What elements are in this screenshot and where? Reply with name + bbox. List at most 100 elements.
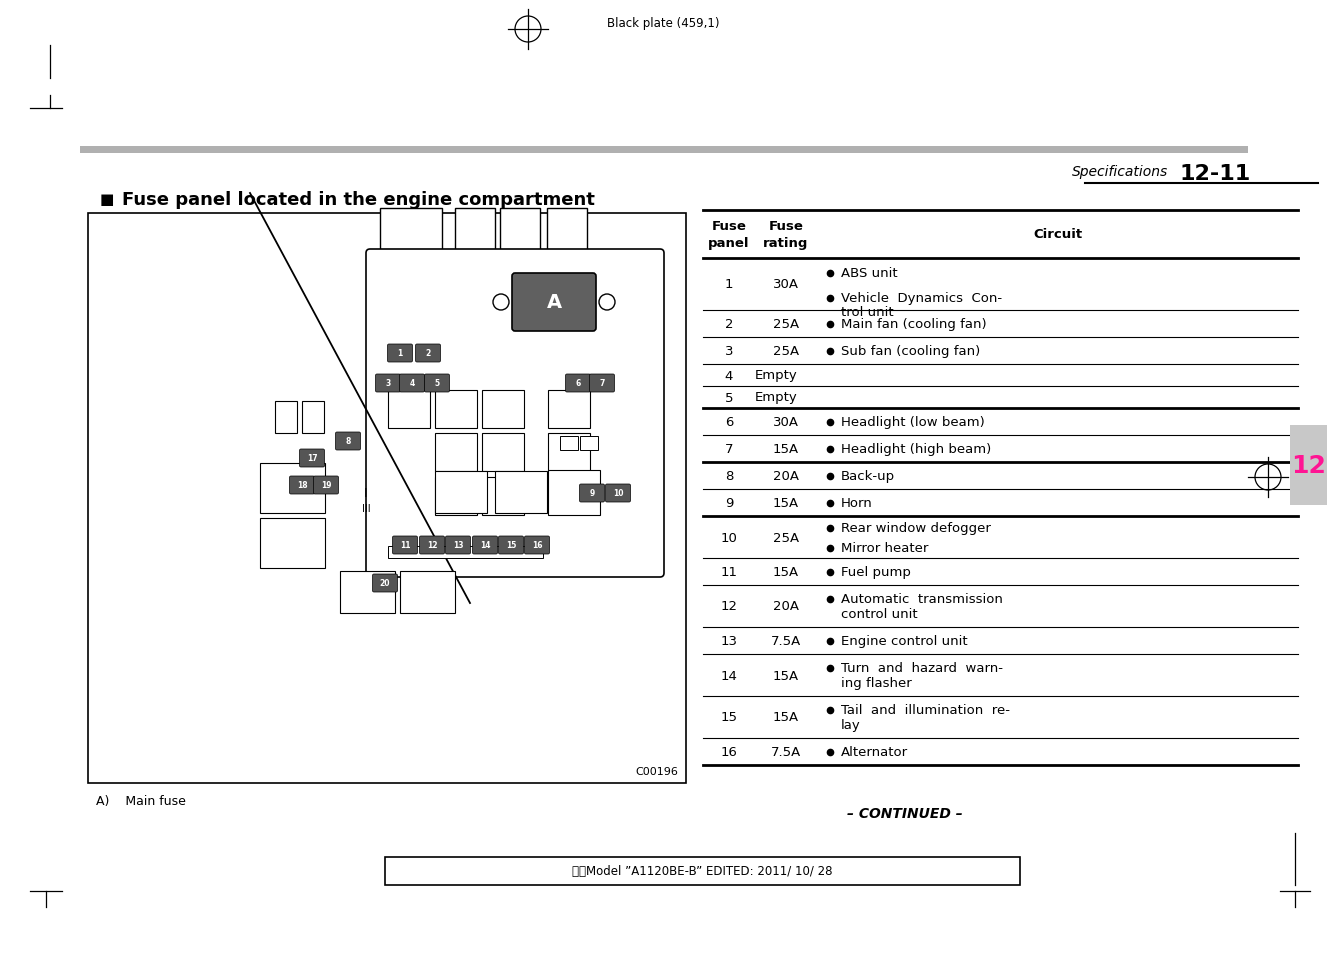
- FancyBboxPatch shape: [419, 537, 445, 555]
- Text: 14: 14: [480, 541, 490, 550]
- Text: Empty: Empty: [755, 369, 798, 382]
- Text: 15A: 15A: [772, 442, 799, 456]
- Text: Headlight (low beam): Headlight (low beam): [841, 416, 985, 429]
- Text: Turn  and  hazard  warn-: Turn and hazard warn-: [841, 661, 1003, 675]
- Text: A)    Main fuse: A) Main fuse: [96, 795, 186, 807]
- Text: Headlight (high beam): Headlight (high beam): [841, 442, 991, 456]
- Bar: [399, 572, 455, 614]
- Text: 2: 2: [426, 349, 431, 358]
- FancyBboxPatch shape: [399, 375, 425, 393]
- Text: Mirror heater: Mirror heater: [841, 542, 929, 555]
- Bar: [88, 213, 686, 783]
- Text: 2: 2: [725, 317, 734, 331]
- FancyBboxPatch shape: [387, 345, 413, 363]
- Bar: [560, 436, 579, 451]
- Text: control unit: control unit: [841, 607, 918, 620]
- Bar: [260, 463, 325, 514]
- Text: 9: 9: [725, 497, 734, 510]
- Bar: [80, 147, 1247, 153]
- FancyBboxPatch shape: [300, 450, 325, 468]
- FancyBboxPatch shape: [336, 433, 361, 451]
- Circle shape: [494, 294, 510, 311]
- Text: 3: 3: [725, 345, 734, 357]
- Text: 8: 8: [345, 437, 350, 446]
- Text: 15A: 15A: [772, 711, 799, 723]
- Text: 16: 16: [721, 745, 738, 759]
- Text: Alternator: Alternator: [841, 745, 908, 759]
- Text: 16: 16: [532, 541, 543, 550]
- Text: 20A: 20A: [774, 599, 799, 613]
- Bar: [548, 471, 600, 516]
- Bar: [387, 546, 543, 558]
- Text: 7.5A: 7.5A: [771, 635, 802, 647]
- Text: 8: 8: [725, 470, 734, 482]
- Text: 12: 12: [1291, 454, 1326, 477]
- Text: 30A: 30A: [774, 278, 799, 292]
- Bar: [275, 401, 297, 434]
- FancyBboxPatch shape: [393, 537, 418, 555]
- Text: Engine control unit: Engine control unit: [841, 635, 967, 647]
- Text: 7.5A: 7.5A: [771, 745, 802, 759]
- FancyBboxPatch shape: [589, 375, 614, 393]
- Text: Fuel pump: Fuel pump: [841, 565, 910, 578]
- Text: A: A: [547, 294, 561, 313]
- Bar: [547, 209, 587, 264]
- Text: ABS unit: ABS unit: [841, 267, 897, 280]
- Text: Tail  and  illumination  re-: Tail and illumination re-: [841, 703, 1010, 717]
- Text: 12-11: 12-11: [1180, 164, 1250, 184]
- Bar: [580, 436, 598, 451]
- Bar: [435, 477, 476, 516]
- Text: Vehicle  Dynamics  Con-: Vehicle Dynamics Con-: [841, 292, 1002, 305]
- FancyBboxPatch shape: [446, 537, 471, 555]
- Bar: [495, 472, 547, 514]
- FancyBboxPatch shape: [524, 537, 549, 555]
- Bar: [548, 391, 591, 429]
- Text: – CONTINUED –: – CONTINUED –: [847, 806, 963, 821]
- Text: I: I: [364, 487, 368, 500]
- Text: 25A: 25A: [772, 531, 799, 544]
- Text: Automatic  transmission: Automatic transmission: [841, 593, 1003, 605]
- Text: Main fan (cooling fan): Main fan (cooling fan): [841, 317, 987, 331]
- Text: Sub fan (cooling fan): Sub fan (cooling fan): [841, 345, 981, 357]
- FancyBboxPatch shape: [425, 375, 450, 393]
- Text: 19: 19: [321, 481, 332, 490]
- Text: 12: 12: [427, 541, 438, 550]
- FancyBboxPatch shape: [580, 484, 605, 502]
- Text: Fuse
panel: Fuse panel: [709, 220, 750, 250]
- Bar: [435, 434, 476, 472]
- Text: 6: 6: [725, 416, 734, 429]
- Bar: [340, 572, 395, 614]
- Text: 11: 11: [399, 541, 410, 550]
- FancyBboxPatch shape: [289, 476, 314, 495]
- Text: Rear window defogger: Rear window defogger: [841, 521, 991, 535]
- Text: 15A: 15A: [772, 565, 799, 578]
- FancyBboxPatch shape: [565, 375, 591, 393]
- Text: 4: 4: [725, 369, 734, 382]
- FancyBboxPatch shape: [472, 537, 498, 555]
- Bar: [435, 391, 476, 429]
- Text: ing flasher: ing flasher: [841, 676, 912, 689]
- Text: 18: 18: [297, 481, 308, 490]
- Text: 1: 1: [725, 278, 734, 292]
- Text: 1: 1: [397, 349, 402, 358]
- Bar: [435, 472, 487, 514]
- Text: Specifications: Specifications: [1072, 165, 1168, 179]
- Bar: [260, 518, 325, 568]
- Text: 20: 20: [380, 578, 390, 588]
- Text: trol unit: trol unit: [841, 306, 893, 318]
- Text: 10: 10: [613, 489, 624, 498]
- Text: C00196: C00196: [636, 766, 678, 776]
- FancyBboxPatch shape: [313, 476, 338, 495]
- Text: 4: 4: [409, 379, 414, 388]
- Bar: [1290, 426, 1327, 505]
- FancyBboxPatch shape: [415, 345, 441, 363]
- Bar: [500, 209, 540, 264]
- Text: 30A: 30A: [774, 416, 799, 429]
- Text: Fuse panel located in the engine compartment: Fuse panel located in the engine compart…: [122, 191, 594, 209]
- Text: 9: 9: [589, 489, 594, 498]
- Bar: [303, 401, 324, 434]
- Text: 25A: 25A: [772, 317, 799, 331]
- Text: Circuit: Circuit: [1032, 229, 1082, 241]
- Bar: [455, 209, 495, 264]
- Text: 15A: 15A: [772, 669, 799, 681]
